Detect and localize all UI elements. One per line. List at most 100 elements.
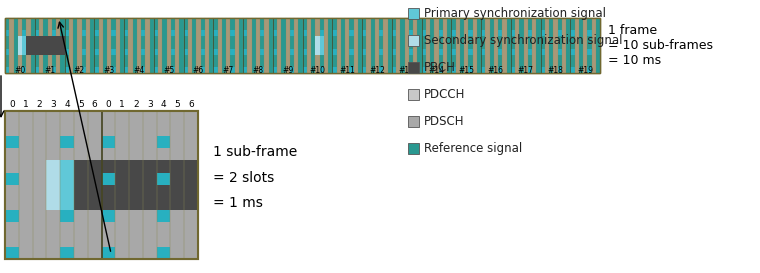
Bar [332, 61, 337, 67]
Bar [74, 148, 87, 160]
Bar [447, 61, 451, 67]
Bar [332, 24, 337, 30]
Bar [141, 18, 145, 24]
Bar [184, 234, 198, 247]
Bar [290, 55, 294, 61]
Bar [65, 42, 68, 49]
Bar [439, 67, 443, 73]
Bar [439, 61, 443, 67]
Bar [33, 222, 46, 234]
Bar [549, 42, 553, 49]
Bar [570, 18, 575, 24]
Bar [33, 136, 46, 148]
Bar [570, 36, 575, 42]
Bar [5, 247, 19, 259]
Bar [60, 36, 65, 42]
Bar [150, 24, 154, 30]
Bar [553, 18, 558, 24]
Bar [311, 24, 315, 30]
Bar [171, 18, 175, 24]
Bar [549, 36, 553, 42]
Bar [102, 123, 116, 136]
Bar [532, 61, 537, 67]
Bar [379, 55, 383, 61]
Bar [39, 49, 43, 55]
Bar [5, 55, 9, 61]
Bar [56, 49, 60, 55]
Bar [502, 30, 506, 36]
Bar [171, 24, 175, 30]
Bar [60, 185, 74, 197]
Bar [90, 30, 94, 36]
Bar [188, 36, 192, 42]
Bar [340, 30, 345, 36]
Bar [264, 18, 268, 24]
Bar [502, 55, 506, 61]
Bar [401, 55, 404, 61]
Bar [94, 55, 99, 61]
Bar [515, 49, 519, 55]
Bar [14, 49, 17, 55]
Bar [52, 18, 56, 24]
Bar [46, 185, 60, 197]
Bar [460, 49, 464, 55]
Bar [596, 67, 600, 73]
Bar [111, 18, 116, 24]
Bar [171, 55, 175, 61]
Bar [239, 18, 243, 24]
Bar [345, 36, 350, 42]
Bar [35, 55, 39, 61]
Bar [214, 18, 217, 24]
Bar [485, 18, 489, 24]
Bar [455, 61, 460, 67]
Bar [102, 111, 116, 123]
Bar [417, 49, 422, 55]
Bar [141, 67, 145, 73]
Bar [307, 18, 311, 24]
Bar [532, 67, 537, 73]
Bar [468, 36, 473, 42]
Bar [315, 67, 319, 73]
Bar [388, 36, 391, 42]
Bar [281, 61, 286, 67]
Bar [319, 18, 324, 24]
Bar [68, 24, 73, 30]
Bar [430, 42, 434, 49]
Bar [468, 24, 473, 30]
Text: PBCH: PBCH [424, 61, 456, 74]
Bar [494, 24, 498, 30]
Bar [39, 61, 43, 67]
Bar [14, 55, 17, 61]
Bar [408, 8, 419, 19]
Bar [286, 61, 290, 67]
Bar [94, 36, 99, 42]
Bar [116, 49, 120, 55]
Bar [111, 61, 116, 67]
Bar [124, 18, 128, 24]
Bar [553, 67, 558, 73]
Bar [35, 42, 39, 49]
Bar [519, 36, 524, 42]
Bar [60, 36, 65, 42]
Bar [52, 61, 56, 67]
Bar [137, 55, 141, 61]
Bar [30, 18, 35, 24]
Bar [150, 36, 154, 42]
Bar [409, 30, 413, 36]
Bar [319, 42, 324, 49]
Bar [447, 49, 451, 55]
Bar [401, 30, 404, 36]
Bar [222, 49, 226, 55]
Bar [591, 42, 596, 49]
Bar [129, 222, 143, 234]
Bar [19, 148, 33, 160]
Bar [388, 24, 391, 30]
Bar [124, 42, 128, 49]
Bar [201, 67, 204, 73]
Bar [111, 24, 116, 30]
Bar [201, 30, 204, 36]
Bar [252, 24, 256, 30]
Bar [319, 30, 324, 36]
Bar [451, 18, 455, 24]
Bar [43, 61, 47, 67]
